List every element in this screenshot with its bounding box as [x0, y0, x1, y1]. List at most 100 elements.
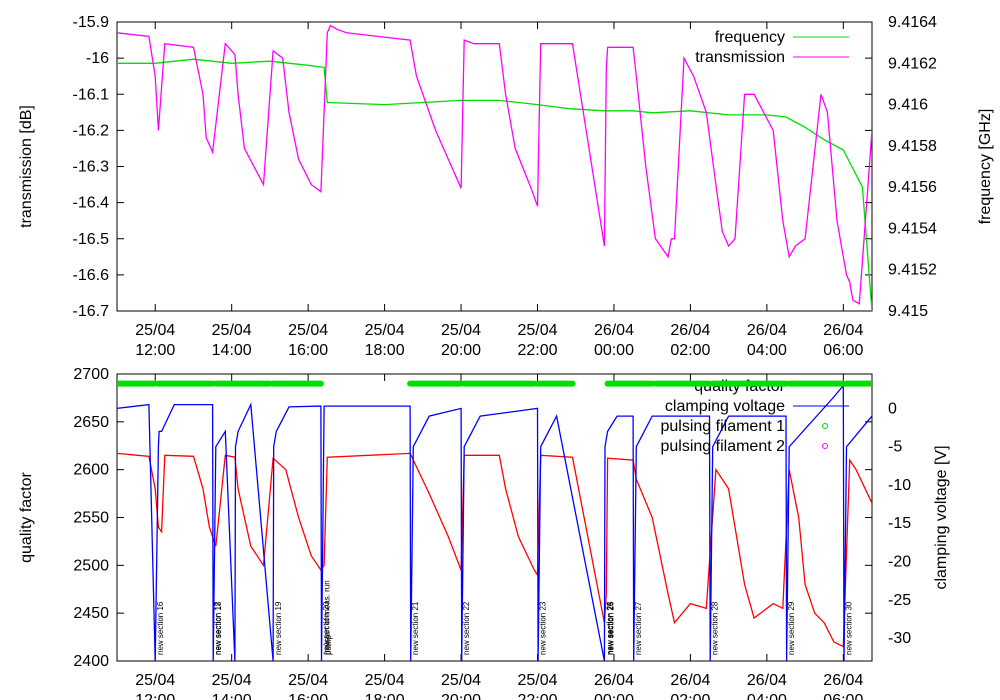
y2-tick-label: 9.4152: [888, 262, 937, 279]
section-annotation: new section 16: [156, 601, 165, 655]
x-tick-date: 25/04: [135, 672, 175, 689]
section-annotation: new section 28: [711, 601, 720, 655]
y2-tick-label: -25: [888, 592, 911, 609]
y-tick-label: 2400: [73, 653, 109, 670]
y-tick-label: 2600: [73, 462, 109, 479]
y-tick-label: -15.9: [73, 14, 110, 31]
y2-tick-label: -15: [888, 515, 911, 532]
x-tick-time: 16:00: [288, 692, 328, 700]
y2-tick-label: 9.4158: [888, 138, 937, 155]
series-line: [117, 24, 872, 305]
x-tick-date: 25/04: [441, 672, 481, 689]
y2-tick-label: -30: [888, 630, 911, 647]
bottom-chart: 2700 2650 2600 2550 2500 2450 2400 0 -5 -10 -15 -20…: [18, 366, 950, 700]
x-tick-time: 12:00: [135, 342, 175, 359]
y-axis-label: transmission [dB]: [18, 105, 35, 228]
x-tick-time: 12:00: [135, 692, 175, 700]
x-tick-date: 26/04: [670, 672, 710, 689]
y-tick-label: -16.7: [73, 303, 110, 320]
legend-label: transmission: [695, 49, 785, 66]
x-tick-date: 26/04: [670, 322, 710, 339]
section-annotation: new section 29: [787, 601, 796, 655]
y2-tick-label: 9.416: [888, 97, 928, 114]
x-tick-time: 14:00: [212, 342, 252, 359]
section-annotation: new section 19: [274, 601, 283, 655]
legend-label: clamping voltage: [665, 398, 785, 415]
series-line: [117, 58, 872, 311]
x-tick-date: 25/04: [212, 672, 252, 689]
y-tick-label: 2550: [73, 510, 109, 527]
top-chart: -15.9 -16 -16.1 -16.2 -16.3 -16.4 -16.5 -16.6 -1…: [18, 14, 994, 359]
section-annotation: new section 30: [844, 601, 853, 655]
section-annotation: new section 18: [214, 601, 223, 655]
x-tick-time: 14:00: [212, 692, 252, 700]
x-tick-date: 26/04: [594, 322, 634, 339]
x-tick-time: 02:00: [670, 692, 710, 700]
x-tick-date: 25/04: [365, 672, 405, 689]
y2-tick-label: 9.4162: [888, 55, 937, 72]
legend-label: pulsing filament 2: [660, 438, 785, 455]
y2-tick-label: 9.4154: [888, 220, 937, 237]
x-tick-date: 25/04: [212, 322, 252, 339]
y-tick-label: -16.2: [73, 122, 110, 139]
y2-tick-label: -20: [888, 554, 911, 571]
x-tick-time: 18:00: [365, 342, 405, 359]
x-tick-time: 06:00: [823, 342, 863, 359]
x-tick-time: 02:00: [670, 342, 710, 359]
x-tick-time: 22:00: [517, 342, 557, 359]
legend-label: pulsing filament 1: [660, 418, 785, 435]
y2-tick-label: 9.4164: [888, 14, 937, 31]
legend-swatch: [822, 423, 828, 429]
x-tick-time: 00:00: [594, 692, 634, 700]
x-tick-date: 26/04: [823, 322, 863, 339]
section-annotation: pump: [324, 634, 333, 655]
x-tick-time: 16:00: [288, 342, 328, 359]
y-tick-label: -16.1: [73, 86, 110, 103]
y2-axis-label: frequency [GHz]: [977, 109, 994, 225]
section-annotation: new section 21: [411, 601, 420, 655]
x-tick-date: 25/04: [365, 322, 405, 339]
section-annotation: new section 20: [322, 601, 331, 655]
x-tick-time: 20:00: [441, 342, 481, 359]
x-tick-date: 25/04: [441, 322, 481, 339]
section-annotation: new section 26: [607, 601, 616, 655]
x-tick-date: 25/04: [135, 322, 175, 339]
y-tick-label: -16.5: [73, 231, 110, 248]
x-tick-time: 06:00: [823, 692, 863, 700]
y2-axis-label: clamping voltage [V]: [933, 445, 950, 589]
y2-tick-label: 9.4156: [888, 179, 937, 196]
x-tick-time: 20:00: [441, 692, 481, 700]
y2-tick-label: 9.415: [888, 303, 928, 320]
series-line: [117, 452, 872, 648]
y-tick-label: -16.4: [73, 195, 110, 212]
y-tick-label: -16.6: [73, 267, 110, 284]
x-tick-date: 25/04: [517, 322, 557, 339]
section-annotation: new section 17: [214, 601, 223, 655]
x-tick-date: 26/04: [747, 672, 787, 689]
x-tick-date: 26/04: [594, 672, 634, 689]
section-annotation: new section 22: [462, 601, 471, 655]
y-tick-label: -16.3: [73, 159, 110, 176]
legend-label: frequency: [715, 29, 785, 46]
x-tick-date: 26/04: [823, 672, 863, 689]
y-axis-label: quality factor: [18, 471, 35, 562]
section-annotation: new section 24: [605, 601, 614, 655]
section-annotation: new section 25: [606, 601, 615, 655]
series-line: [117, 383, 872, 661]
section-annotation: (re)start of meas. run: [323, 580, 332, 655]
y2-tick-label: -10: [888, 477, 911, 494]
x-tick-date: 26/04: [747, 322, 787, 339]
legend-swatch: [822, 443, 828, 449]
y-tick-label: 2700: [73, 366, 109, 383]
x-tick-date: 25/04: [288, 322, 328, 339]
y-tick-label: 2650: [73, 414, 109, 431]
x-tick-date: 25/04: [517, 672, 557, 689]
y2-tick-label: 0: [888, 400, 897, 417]
y-tick-label: 2450: [73, 605, 109, 622]
y2-tick-label: -5: [888, 439, 902, 456]
x-tick-time: 22:00: [517, 692, 557, 700]
x-tick-time: 04:00: [747, 342, 787, 359]
section-annotation: new section 27: [634, 601, 643, 655]
y-tick-label: 2500: [73, 557, 109, 574]
